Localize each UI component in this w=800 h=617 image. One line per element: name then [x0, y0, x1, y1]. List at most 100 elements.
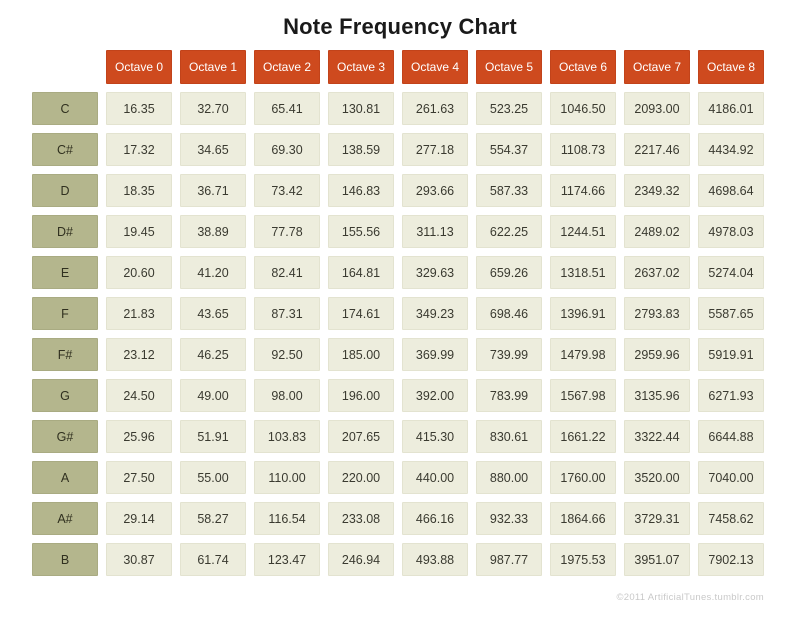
table-cell: 49.00 — [180, 379, 246, 412]
table-cell: 18.35 — [106, 174, 172, 207]
table-cell: 4186.01 — [698, 92, 764, 125]
table-cell: 65.41 — [254, 92, 320, 125]
table-cell: 329.63 — [402, 256, 468, 289]
table-cell: 138.59 — [328, 133, 394, 166]
table-cell: 19.45 — [106, 215, 172, 248]
table-cell: 369.99 — [402, 338, 468, 371]
table-cell: 51.91 — [180, 420, 246, 453]
table-cell: 261.63 — [402, 92, 468, 125]
column-header: Octave 5 — [476, 50, 542, 84]
table-cell: 3322.44 — [624, 420, 690, 453]
table-cell: 207.65 — [328, 420, 394, 453]
table-cell: 16.35 — [106, 92, 172, 125]
table-cell: 2489.02 — [624, 215, 690, 248]
table-cell: 29.14 — [106, 502, 172, 535]
table-cell: 5274.04 — [698, 256, 764, 289]
table-cell: 130.81 — [328, 92, 394, 125]
table-cell: 6644.88 — [698, 420, 764, 453]
table-cell: 3520.00 — [624, 461, 690, 494]
table-corner — [32, 50, 98, 84]
table-cell: 698.46 — [476, 297, 542, 330]
page-title: Note Frequency Chart — [283, 14, 517, 39]
column-header: Octave 0 — [106, 50, 172, 84]
table-cell: 34.65 — [180, 133, 246, 166]
table-cell: 311.13 — [402, 215, 468, 248]
row-label: G# — [32, 420, 98, 453]
table-cell: 32.70 — [180, 92, 246, 125]
table-cell: 69.30 — [254, 133, 320, 166]
table-cell: 23.12 — [106, 338, 172, 371]
table-cell: 36.71 — [180, 174, 246, 207]
table-cell: 46.25 — [180, 338, 246, 371]
table-cell: 43.65 — [180, 297, 246, 330]
row-label: A# — [32, 502, 98, 535]
table-cell: 277.18 — [402, 133, 468, 166]
table-cell: 246.94 — [328, 543, 394, 576]
table-cell: 4698.64 — [698, 174, 764, 207]
table-cell: 2217.46 — [624, 133, 690, 166]
column-header: Octave 3 — [328, 50, 394, 84]
table-cell: 622.25 — [476, 215, 542, 248]
table-cell: 233.08 — [328, 502, 394, 535]
table-cell: 1479.98 — [550, 338, 616, 371]
table-cell: 98.00 — [254, 379, 320, 412]
table-cell: 466.16 — [402, 502, 468, 535]
table-cell: 55.00 — [180, 461, 246, 494]
copyright-credit: ©2011 ArtificialTunes.tumblr.com — [616, 592, 764, 603]
column-header: Octave 4 — [402, 50, 468, 84]
table-cell: 73.42 — [254, 174, 320, 207]
table-cell: 739.99 — [476, 338, 542, 371]
table-cell: 1318.51 — [550, 256, 616, 289]
table-cell: 164.81 — [328, 256, 394, 289]
table-cell: 7458.62 — [698, 502, 764, 535]
table-cell: 155.56 — [328, 215, 394, 248]
table-cell: 3729.31 — [624, 502, 690, 535]
table-cell: 659.26 — [476, 256, 542, 289]
note-frequency-table: Octave 0 Octave 1 Octave 2 Octave 3 Octave 4… — [32, 50, 800, 576]
table-cell: 92.50 — [254, 338, 320, 371]
column-header: Octave 8 — [698, 50, 764, 84]
table-cell: 1864.66 — [550, 502, 616, 535]
table-cell: 4978.03 — [698, 215, 764, 248]
table-cell: 58.27 — [180, 502, 246, 535]
table-cell: 5919.91 — [698, 338, 764, 371]
table-cell: 24.50 — [106, 379, 172, 412]
table-cell: 41.20 — [180, 256, 246, 289]
table-cell: 493.88 — [402, 543, 468, 576]
column-header: Octave 2 — [254, 50, 320, 84]
table-cell: 3951.07 — [624, 543, 690, 576]
table-cell: 3135.96 — [624, 379, 690, 412]
table-cell: 25.96 — [106, 420, 172, 453]
row-label: C — [32, 92, 98, 125]
table-cell: 1975.53 — [550, 543, 616, 576]
table-cell: 185.00 — [328, 338, 394, 371]
table-cell: 17.32 — [106, 133, 172, 166]
table-cell: 20.60 — [106, 256, 172, 289]
table-cell: 987.77 — [476, 543, 542, 576]
table-cell: 1567.98 — [550, 379, 616, 412]
table-cell: 1760.00 — [550, 461, 616, 494]
row-label: C# — [32, 133, 98, 166]
table-cell: 7902.13 — [698, 543, 764, 576]
table-cell: 1396.91 — [550, 297, 616, 330]
table-cell: 123.47 — [254, 543, 320, 576]
table-cell: 440.00 — [402, 461, 468, 494]
table-cell: 1108.73 — [550, 133, 616, 166]
table-cell: 174.61 — [328, 297, 394, 330]
table-cell: 2093.00 — [624, 92, 690, 125]
row-label: F# — [32, 338, 98, 371]
table-cell: 5587.65 — [698, 297, 764, 330]
column-header: Octave 1 — [180, 50, 246, 84]
table-cell: 349.23 — [402, 297, 468, 330]
table-cell: 392.00 — [402, 379, 468, 412]
table-cell: 293.66 — [402, 174, 468, 207]
table-cell: 27.50 — [106, 461, 172, 494]
column-header: Octave 7 — [624, 50, 690, 84]
table-cell: 880.00 — [476, 461, 542, 494]
table-cell: 783.99 — [476, 379, 542, 412]
table-cell: 6271.93 — [698, 379, 764, 412]
table-cell: 2793.83 — [624, 297, 690, 330]
table-cell: 2349.32 — [624, 174, 690, 207]
table-cell: 830.61 — [476, 420, 542, 453]
